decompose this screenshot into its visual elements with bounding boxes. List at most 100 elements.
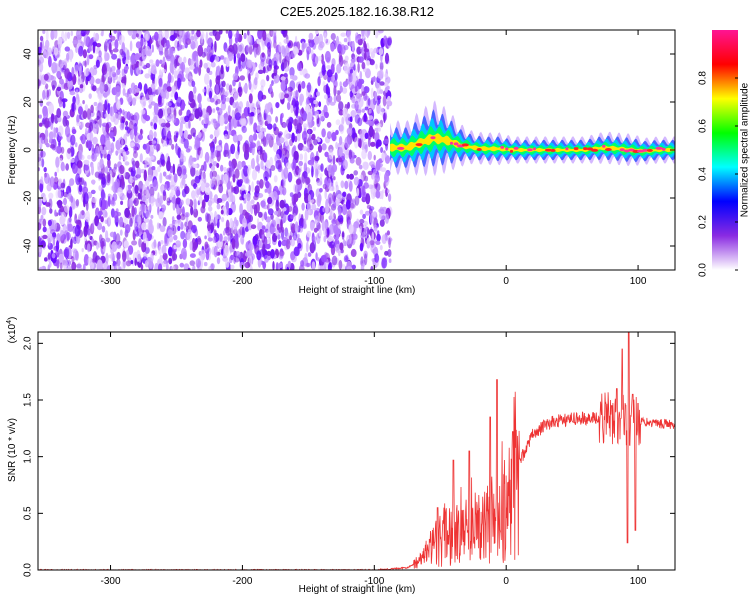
y-tick-label: 1.5 <box>23 393 34 407</box>
noise-cell <box>210 165 216 171</box>
noise-cell <box>253 133 258 141</box>
noise-cell <box>367 184 374 189</box>
noise-cell <box>119 164 125 175</box>
noise-cell <box>282 214 289 221</box>
noise-cell <box>82 110 88 120</box>
noise-cell <box>209 142 214 147</box>
noise-cell <box>82 186 89 194</box>
noise-cell <box>42 30 46 34</box>
signal-hotspot <box>430 136 436 140</box>
noise-cell <box>277 234 281 240</box>
noise-cell <box>39 98 44 107</box>
noise-cell <box>149 59 154 64</box>
noise-cell <box>240 184 246 191</box>
noise-cell <box>311 261 316 270</box>
noise-cell <box>89 131 94 142</box>
noise-cell <box>280 80 286 92</box>
noise-cell <box>91 197 97 203</box>
noise-cell <box>323 229 328 236</box>
noise-cell <box>88 54 94 60</box>
noise-cell <box>370 87 374 100</box>
noise-cell <box>113 163 118 170</box>
noise-cell <box>195 139 201 149</box>
noise-cell <box>43 73 49 81</box>
noise-cell <box>44 117 50 129</box>
noise-cell <box>295 178 302 185</box>
noise-cell <box>316 180 323 186</box>
noise-cell <box>313 35 320 45</box>
noise-cell <box>263 211 268 221</box>
noise-cell <box>341 264 346 270</box>
noise-cell <box>238 101 243 110</box>
noise-cell <box>202 88 206 93</box>
noise-cell <box>355 34 361 44</box>
noise-cell <box>135 33 139 38</box>
noise-cell <box>76 122 82 127</box>
noise-cell <box>100 189 105 201</box>
noise-cell <box>160 240 164 245</box>
noise-cell <box>227 130 232 136</box>
noise-cell <box>57 189 61 199</box>
noise-cell <box>169 35 176 42</box>
noise-cell <box>75 250 79 261</box>
noise-cell <box>387 37 392 46</box>
noise-cell <box>118 216 124 228</box>
noise-cell <box>375 240 381 245</box>
noise-cell <box>232 43 238 55</box>
noise-cell <box>80 78 84 86</box>
noise-cell <box>189 241 193 251</box>
noise-cell <box>306 99 310 105</box>
noise-cell <box>300 260 305 267</box>
noise-cell <box>273 60 277 70</box>
noise-cell <box>141 195 147 202</box>
noise-cell <box>333 176 336 181</box>
noise-cell <box>275 229 279 236</box>
noise-cell <box>364 68 371 79</box>
signal-hotspot <box>415 143 423 147</box>
noise-cell <box>355 156 362 166</box>
noise-cell <box>121 174 125 187</box>
noise-cell <box>95 78 101 84</box>
noise-cell <box>228 114 231 121</box>
noise-cell <box>357 117 363 127</box>
noise-cell <box>388 193 392 202</box>
noise-cell <box>354 195 360 206</box>
noise-cell <box>144 246 150 254</box>
noise-cell <box>223 166 227 172</box>
noise-cell <box>143 83 148 95</box>
noise-cell <box>108 254 114 259</box>
noise-cell <box>162 56 166 66</box>
noise-cell <box>194 34 197 42</box>
noise-cell <box>79 84 84 89</box>
noise-cell <box>198 64 202 76</box>
spectrogram-cells <box>38 30 675 270</box>
noise-cell <box>124 59 130 65</box>
noise-cell <box>111 65 116 72</box>
noise-cell <box>372 211 377 217</box>
noise-cell <box>168 257 173 265</box>
noise-cell <box>343 255 349 263</box>
noise-cell <box>188 90 194 103</box>
noise-cell <box>279 52 282 64</box>
noise-cell <box>145 189 149 198</box>
noise-cell <box>67 148 72 154</box>
noise-cell <box>248 184 251 193</box>
noise-cell <box>197 146 201 156</box>
noise-cell <box>205 250 210 261</box>
noise-cell <box>156 222 160 230</box>
noise-cell <box>71 256 75 264</box>
noise-cell <box>297 169 301 176</box>
noise-cell <box>204 186 211 196</box>
noise-cell <box>154 262 159 270</box>
noise-cell <box>100 216 104 223</box>
noise-cell <box>47 264 50 270</box>
noise-cell <box>244 261 251 269</box>
noise-cell <box>148 193 152 204</box>
noise-cell <box>353 64 356 71</box>
noise-cell <box>72 163 78 175</box>
noise-cell <box>123 151 127 163</box>
noise-cell <box>165 122 171 128</box>
noise-cell <box>110 265 115 270</box>
noise-cell <box>335 130 339 136</box>
noise-cell <box>150 252 154 262</box>
